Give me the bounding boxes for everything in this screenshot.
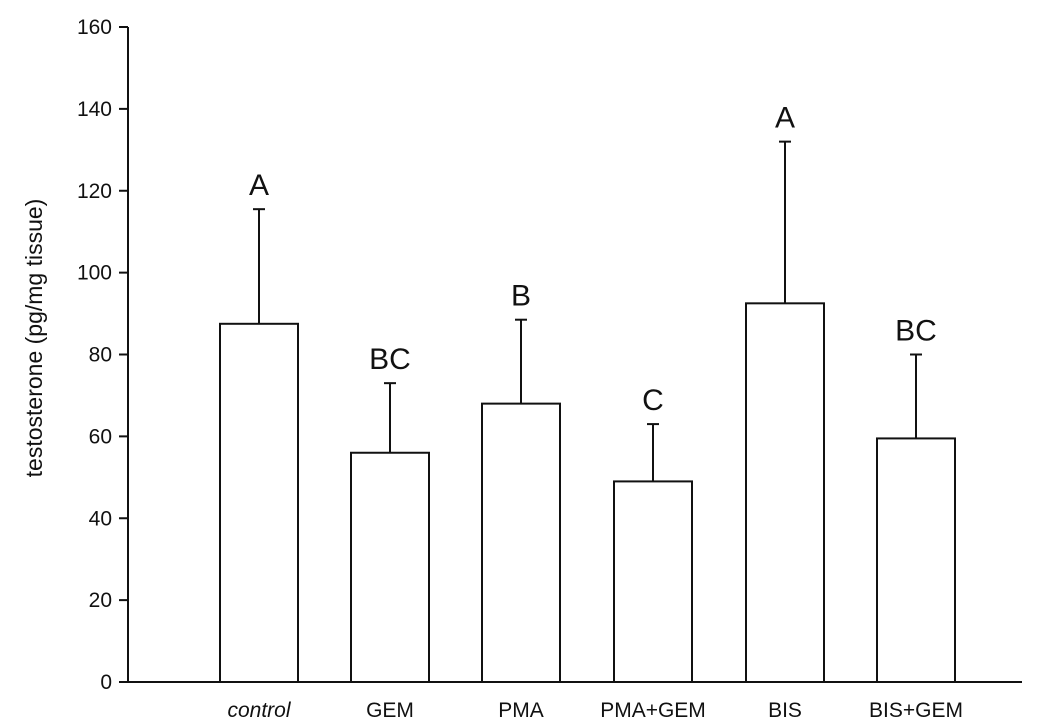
y-axis-title: testosterone (pg/mg tissue) xyxy=(21,199,47,478)
y-tick-label: 60 xyxy=(89,425,112,448)
significance-label: A xyxy=(775,102,795,135)
bars-group xyxy=(219,140,956,683)
bar xyxy=(481,402,561,683)
x-axis: control GEM PMA PMA+GEM BIS BIS+GEM xyxy=(128,681,1022,722)
bar xyxy=(350,451,430,683)
y-tick-label: 80 xyxy=(89,344,112,367)
x-tick-label: BIS xyxy=(768,699,802,722)
x-tick-label: GEM xyxy=(366,699,414,722)
y-axis: 0 20 40 60 80 100 120 140 160 xyxy=(77,16,129,694)
significance-label: B xyxy=(511,280,531,313)
x-tick-label: control xyxy=(227,699,291,722)
significance-label: C xyxy=(642,384,664,417)
y-tick-label: 120 xyxy=(77,180,112,203)
x-tick-label: BIS+GEM xyxy=(869,699,963,722)
significance-label: BC xyxy=(895,315,937,348)
significance-label: BC xyxy=(369,343,411,376)
bar xyxy=(613,480,693,683)
bar xyxy=(876,437,956,683)
y-tick-label: 100 xyxy=(77,262,112,285)
y-tick-label: 0 xyxy=(100,671,112,694)
significance-label: A xyxy=(249,169,269,202)
y-tick-label: 140 xyxy=(77,98,112,121)
y-tick-label: 160 xyxy=(77,16,112,39)
y-tick-label: 40 xyxy=(89,507,112,530)
bar xyxy=(745,302,825,683)
x-tick-label: PMA+GEM xyxy=(600,699,706,722)
x-tick-label: PMA xyxy=(498,699,544,722)
bar xyxy=(219,322,299,683)
y-tick-label: 20 xyxy=(89,589,112,612)
